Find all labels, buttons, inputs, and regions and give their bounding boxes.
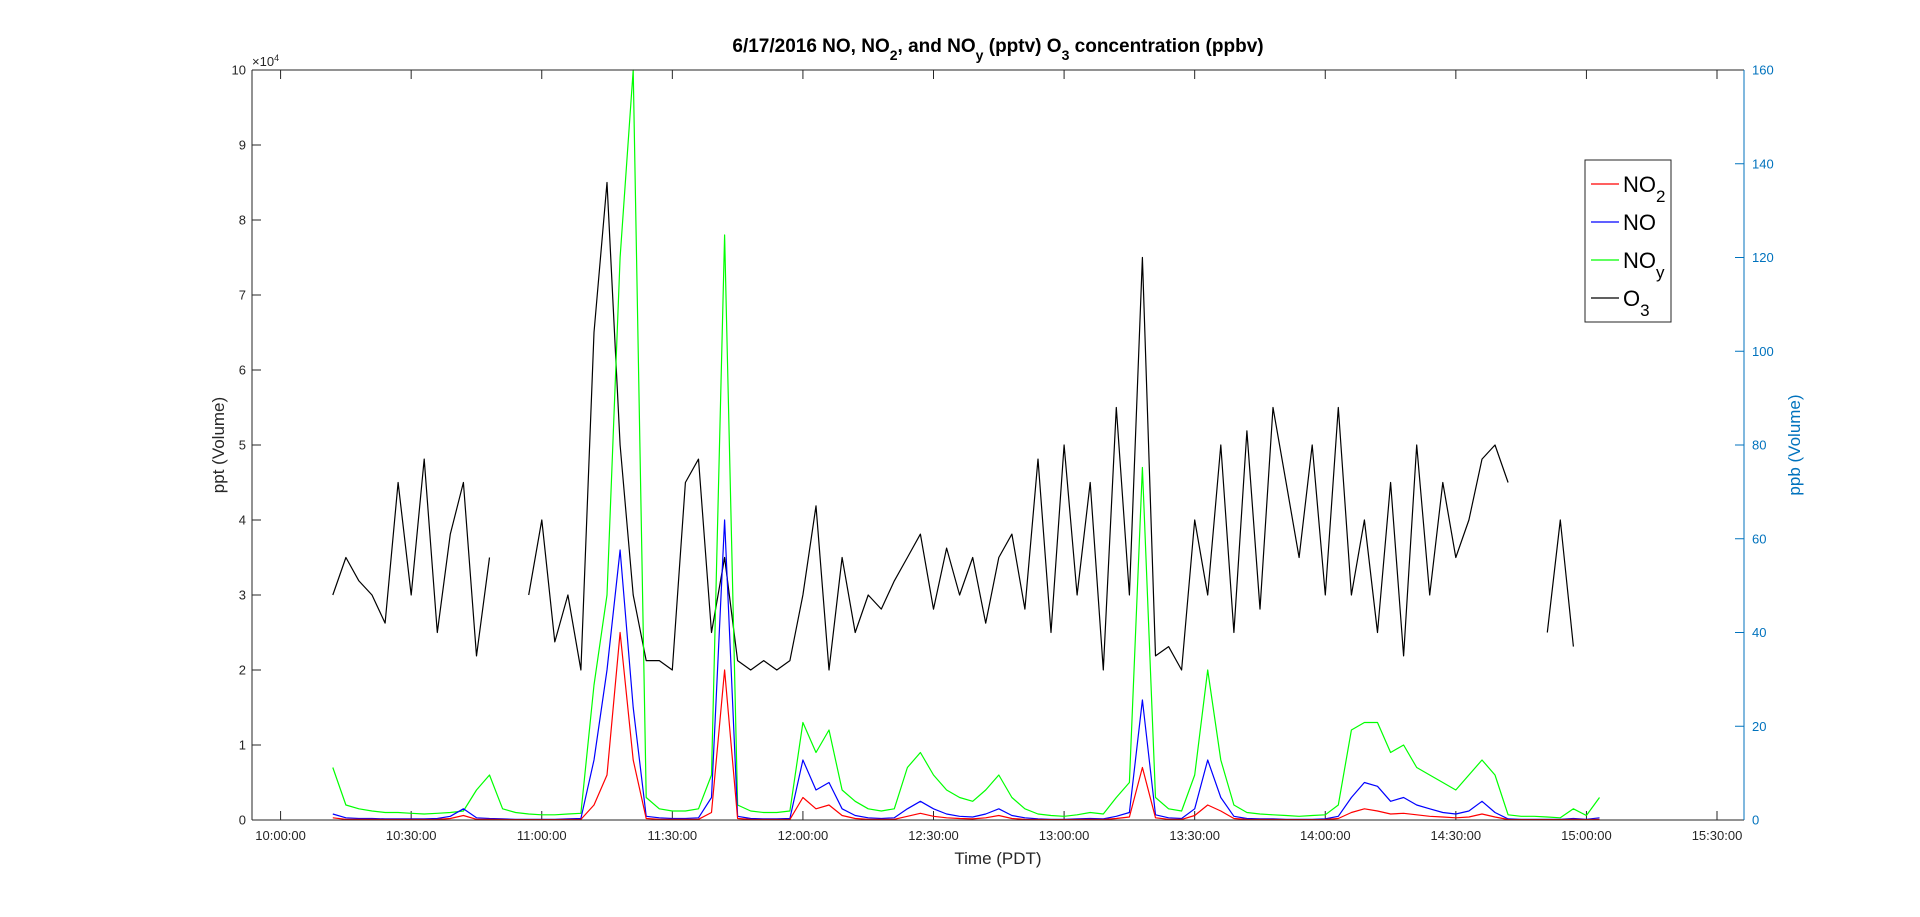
x-tick-label: 14:30:00: [1431, 828, 1482, 843]
title-subscript: 2: [890, 47, 898, 63]
y-tick-label: 8: [239, 213, 246, 228]
x-tick-label: 14:00:00: [1300, 828, 1351, 843]
y2-tick-label: 0: [1752, 813, 1759, 828]
y-tick-label: 10: [232, 63, 246, 78]
title-text: concentration (ppbv): [1069, 36, 1263, 57]
y2-tick-label: 120: [1752, 250, 1774, 265]
x-tick-label: 15:30:00: [1692, 828, 1743, 843]
x-tick-label: 10:00:00: [255, 828, 306, 843]
y-tick-label: 3: [239, 588, 246, 603]
legend-label: NO: [1623, 210, 1656, 235]
y2-tick-label: 80: [1752, 438, 1766, 453]
legend-label: O3: [1623, 286, 1650, 320]
legend-label-base: NO: [1623, 210, 1656, 235]
legend-label-sub: 3: [1640, 301, 1649, 320]
y-exponent: ×104: [252, 53, 279, 69]
legend-label-base: O: [1623, 286, 1640, 311]
y-tick-label: 7: [239, 288, 246, 303]
title-subscript: 3: [1062, 47, 1070, 63]
x-tick-label: 10:30:00: [386, 828, 437, 843]
y-exponent-base: ×10: [252, 54, 274, 69]
y-exponent-power: 4: [274, 53, 279, 63]
series-line: [332, 631, 1600, 821]
title-text: (pptv) O: [983, 36, 1061, 57]
y2-tick-label: 20: [1752, 719, 1766, 734]
y2-tick-label: 100: [1752, 344, 1774, 359]
title-text: 6/17/2016 NO, NO: [732, 36, 889, 57]
x-tick-label: 11:00:00: [517, 828, 567, 843]
x-tick-label: 13:00:00: [1039, 828, 1090, 843]
y-axis-label: ppt (Volume): [209, 397, 228, 493]
x-tick-label: 12:30:00: [908, 828, 959, 843]
y-tick-label: 5: [239, 438, 246, 453]
y-tick-label: 1: [239, 738, 246, 753]
y-tick-label: 9: [239, 138, 246, 153]
y-tick-label: 6: [239, 363, 246, 378]
legend-label: NOy: [1623, 248, 1665, 282]
legend-label-base: NO: [1623, 248, 1656, 273]
y-tick-label: 2: [239, 663, 246, 678]
legend-box: [1584, 159, 1672, 323]
y2-axis-label: ppb (Volume): [1785, 394, 1804, 495]
legend-label-sub: 2: [1656, 187, 1665, 206]
y2-tick-label: 140: [1752, 156, 1774, 171]
x-tick-label: 15:00:00: [1561, 828, 1612, 843]
x-tick-label: 12:00:00: [778, 828, 829, 843]
y-tick-label: 0: [239, 813, 246, 828]
x-tick-label: 13:30:00: [1169, 828, 1220, 843]
y2-tick-label: 160: [1752, 63, 1774, 78]
series-line: [333, 183, 1600, 671]
x-axis-label: Time (PDT): [954, 849, 1041, 868]
chart-title: 6/17/2016 NO, NO2, and NOy (pptv) O3 con…: [732, 36, 1263, 63]
title-subscript: y: [976, 47, 984, 63]
x-tick-label: 11:30:00: [648, 828, 698, 843]
series-line: [332, 69, 1600, 819]
legend-label-sub: y: [1656, 263, 1665, 282]
title-text: , and NO: [898, 36, 976, 57]
y2-tick-label: 60: [1752, 531, 1766, 546]
y-tick-label: 4: [239, 513, 246, 528]
legend-label: NO2: [1623, 172, 1665, 206]
y2-tick-label: 40: [1752, 625, 1766, 640]
legend-label-base: NO: [1623, 172, 1656, 197]
